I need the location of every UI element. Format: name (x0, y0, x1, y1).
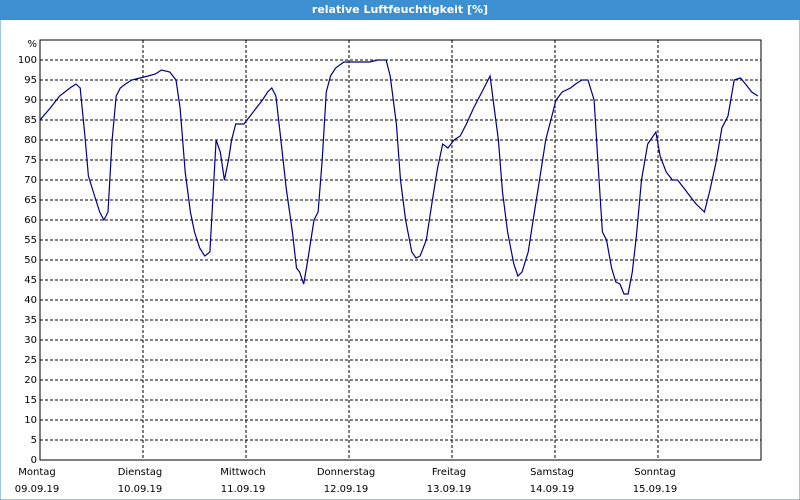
y-tick-label: 35 (24, 315, 37, 326)
x-tick-label: 15.09.19 (633, 484, 678, 495)
y-tick-label: 40 (24, 295, 37, 306)
x-tick-label: Samstag (530, 467, 574, 478)
title-bar (0, 0, 800, 20)
x-tick-label: Sonntag (634, 467, 676, 478)
y-tick-label: 60 (24, 215, 37, 226)
y-tick-label: 50 (24, 255, 37, 266)
x-tick-label: 11.09.19 (221, 484, 266, 495)
y-tick-label: 5 (31, 435, 37, 446)
y-tick-label: 30 (24, 335, 37, 346)
y-tick-label: 65 (24, 195, 37, 206)
y-tick-label: 75 (24, 155, 37, 166)
y-tick-label: 80 (24, 135, 37, 146)
y-tick-label: 100 (18, 55, 37, 66)
y-tick-label: 70 (24, 175, 37, 186)
y-tick-label: 85 (24, 115, 37, 126)
y-tick-label: 0 (31, 455, 37, 466)
line (39, 59, 759, 295)
y-tick-label: 45 (24, 275, 37, 286)
x-tick-label: Freitag (432, 467, 466, 478)
y-tick-label: 90 (24, 95, 37, 106)
y-tick-label: 95 (24, 75, 37, 86)
x-tick-label: Mittwoch (220, 467, 265, 478)
y-tick-label: 20 (24, 375, 37, 386)
chart-title: relative Luftfeuchtigkeit [%] (312, 3, 488, 16)
y-unit: % (27, 39, 37, 50)
y-tick-label: 15 (24, 395, 37, 406)
x-tick-label: 10.09.19 (118, 484, 163, 495)
x-tick-label: 13.09.19 (427, 484, 472, 495)
x-tick-label: 09.09.19 (15, 484, 60, 495)
x-tick-label: Dienstag (118, 467, 163, 478)
x-tick-label: 14.09.19 (530, 484, 575, 495)
y-tick-label: 10 (24, 415, 37, 426)
plot-area (39, 39, 762, 461)
x-tick-label: Donnerstag (317, 467, 375, 478)
y-tick-label: 25 (24, 355, 37, 366)
y-tick-label: 55 (24, 235, 37, 246)
x-tick-label: Montag (18, 467, 55, 478)
x-tick-label: 12.09.19 (324, 484, 369, 495)
